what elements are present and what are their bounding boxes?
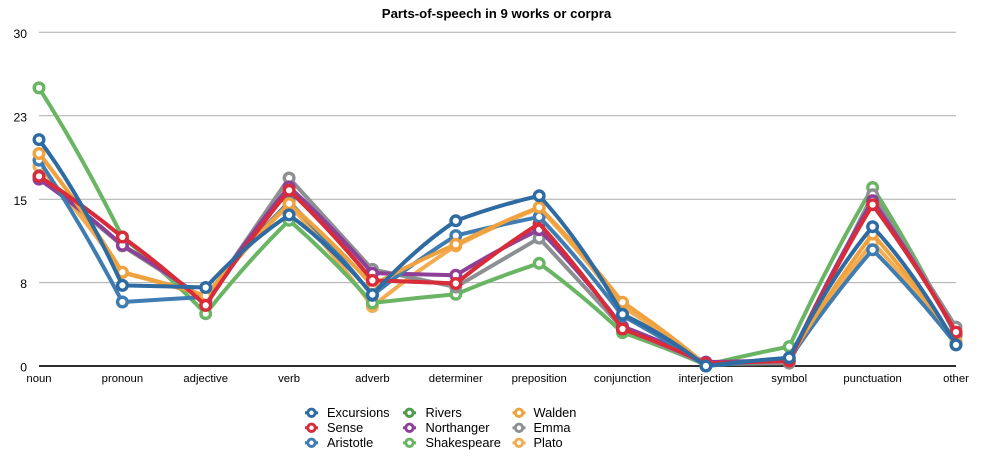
svg-text:punctuation: punctuation [843,373,901,385]
svg-text:Sense: Sense [327,420,363,435]
svg-text:8: 8 [20,277,27,291]
svg-text:determiner: determiner [429,373,483,385]
svg-text:Aristotle: Aristotle [327,435,373,450]
svg-text:Shakespeare: Shakespeare [426,435,501,450]
svg-text:adverb: adverb [355,373,390,385]
svg-text:Emma: Emma [534,420,572,435]
svg-text:23: 23 [13,110,27,124]
svg-text:preposition: preposition [512,373,567,385]
svg-text:verb: verb [278,373,300,385]
svg-text:interjection: interjection [679,373,734,385]
svg-text:other: other [943,373,969,385]
svg-text:adjective: adjective [183,373,228,385]
svg-text:15: 15 [13,194,27,208]
svg-text:symbol: symbol [771,373,807,385]
svg-text:noun: noun [26,373,51,385]
svg-text:Northanger: Northanger [426,420,491,435]
svg-text:pronoun: pronoun [102,373,143,385]
svg-text:30: 30 [13,27,27,41]
svg-text:Plato: Plato [534,435,563,450]
svg-text:Rivers: Rivers [426,405,462,420]
svg-text:Parts-of-speech in 9 works or: Parts-of-speech in 9 works or corpra [382,6,612,21]
svg-text:0: 0 [20,361,27,375]
svg-text:Excursions: Excursions [327,405,390,420]
svg-text:Walden: Walden [534,405,577,420]
svg-text:conjunction: conjunction [594,373,651,385]
